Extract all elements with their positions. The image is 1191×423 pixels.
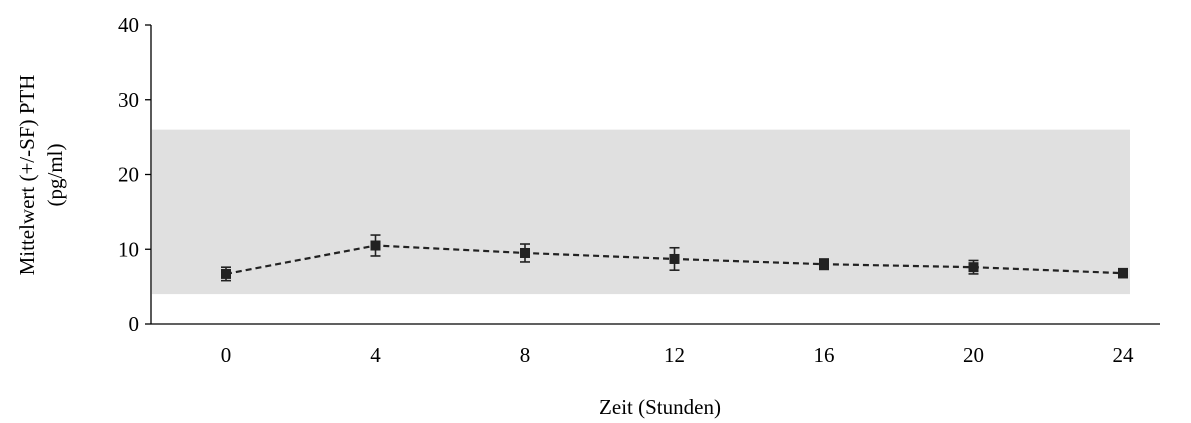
x-axis-title: Zeit (Stunden) [599, 395, 721, 419]
series-0 [221, 234, 1128, 282]
data-point [669, 253, 680, 264]
x-tick-label: 8 [520, 343, 531, 367]
y-tick-label: 20 [118, 163, 139, 187]
y-tick-label: 40 [118, 13, 139, 37]
y-tick-label: 10 [118, 237, 139, 261]
y-axis: 0 10 20 30 40 [118, 13, 152, 336]
x-tick-label: 12 [664, 343, 685, 367]
x-tick-label: 0 [221, 343, 232, 367]
y-tick-label: 30 [118, 88, 139, 112]
x-axis: 0 4 8 12 16 20 24 [151, 323, 1160, 367]
reference-band [152, 129, 1130, 295]
data-point [819, 259, 829, 270]
data-point [520, 247, 530, 258]
y-tick-label: 0 [129, 312, 140, 336]
y-axis-title-line-1: Mittelwert (+/-SF) PTH [15, 75, 39, 276]
y-axis-title-line-2: (pg/ml) [43, 144, 67, 207]
x-tick-label: 24 [1113, 343, 1135, 367]
data-point [221, 268, 231, 279]
x-tick-label: 16 [814, 343, 835, 367]
x-tick-label: 4 [370, 343, 381, 367]
x-tick-label: 20 [963, 343, 984, 367]
data-point [370, 240, 381, 251]
data-point [968, 262, 979, 273]
data-point [1118, 268, 1128, 279]
